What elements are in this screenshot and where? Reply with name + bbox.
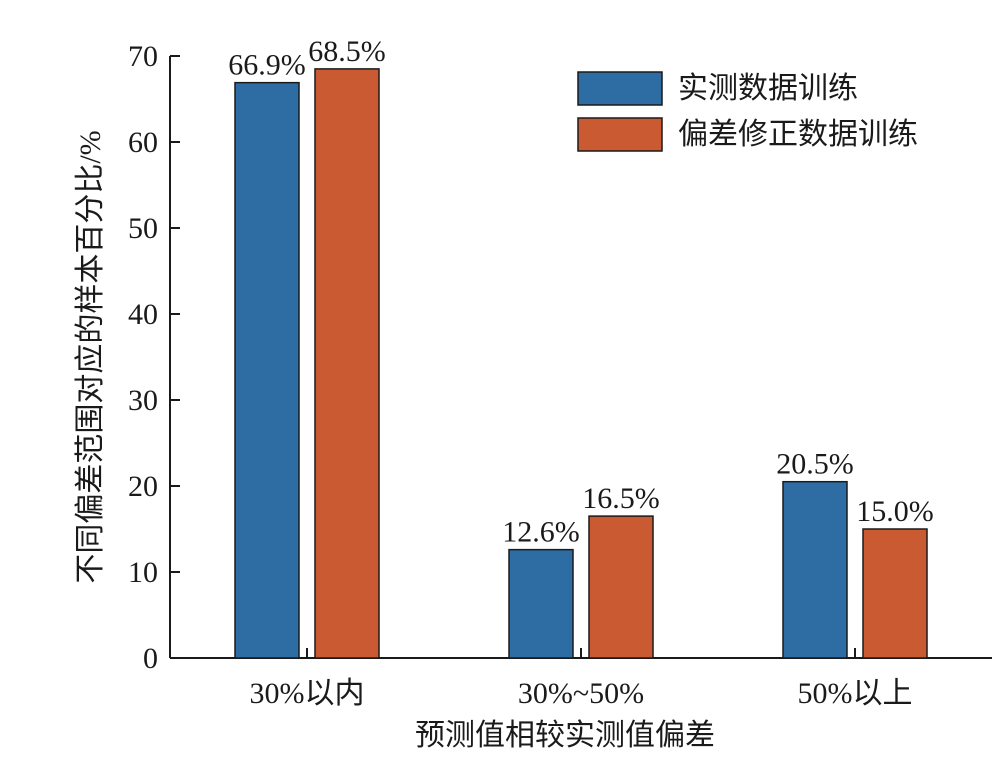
legend-label-series-1: 实测数据训练	[678, 72, 858, 105]
y-tick-label: 20	[128, 470, 158, 503]
x-tick-label: 50%以上	[798, 677, 913, 710]
legend-label-series-2: 偏差修正数据训练	[678, 118, 918, 151]
x-axis-title: 预测值相较实测值偏差	[415, 719, 715, 752]
category-labels: 30%以内 30%~50% 50%以上	[250, 677, 913, 710]
y-tick-label: 10	[128, 556, 158, 589]
y-tick-label: 50	[128, 212, 158, 245]
plot-area: 0 10 20 30 40 50 60 70 66.9% 68.5% 12.6%16.5% 20.5…	[128, 35, 992, 710]
x-tick-label: 30%~50%	[518, 677, 644, 710]
x-ticks	[306, 648, 856, 658]
y-tick-label: 0	[143, 642, 158, 675]
y-ticks: 0 10 20 30 40 50 60 70	[128, 40, 180, 675]
y-tick-label: 40	[128, 298, 158, 331]
y-tick-label: 70	[128, 40, 158, 73]
data-label-series-2: 15.0%	[856, 495, 934, 528]
legend-swatch-series-2	[577, 117, 663, 152]
bar-series-1	[234, 81, 300, 659]
legend: 实测数据训练 偏差修正数据训练	[577, 71, 918, 152]
data-label-series-1: 12.6%	[502, 516, 580, 549]
bar-series-2	[588, 515, 654, 659]
bar-series-1	[782, 480, 848, 659]
data-labels: 66.9% 68.5% 12.6%16.5% 20.5%15.0%	[228, 35, 934, 549]
data-label-series-1: 66.9%	[228, 49, 306, 82]
bar-series-2	[314, 68, 380, 659]
bar-series-2	[862, 528, 928, 659]
y-tick-label: 60	[128, 126, 158, 159]
data-label-series-2: 68.5%	[308, 35, 386, 68]
legend-swatch-series-1	[577, 71, 663, 106]
y-tick-label: 30	[128, 384, 158, 417]
bars	[234, 68, 928, 659]
x-tick-label: 30%以内	[250, 677, 365, 710]
data-label-series-2: 16.5%	[582, 482, 660, 515]
bar-series-1	[508, 548, 574, 659]
data-label-series-1: 20.5%	[776, 448, 854, 481]
y-axis-title: 不同偏差范围对应的样本百分比/%	[74, 130, 107, 583]
